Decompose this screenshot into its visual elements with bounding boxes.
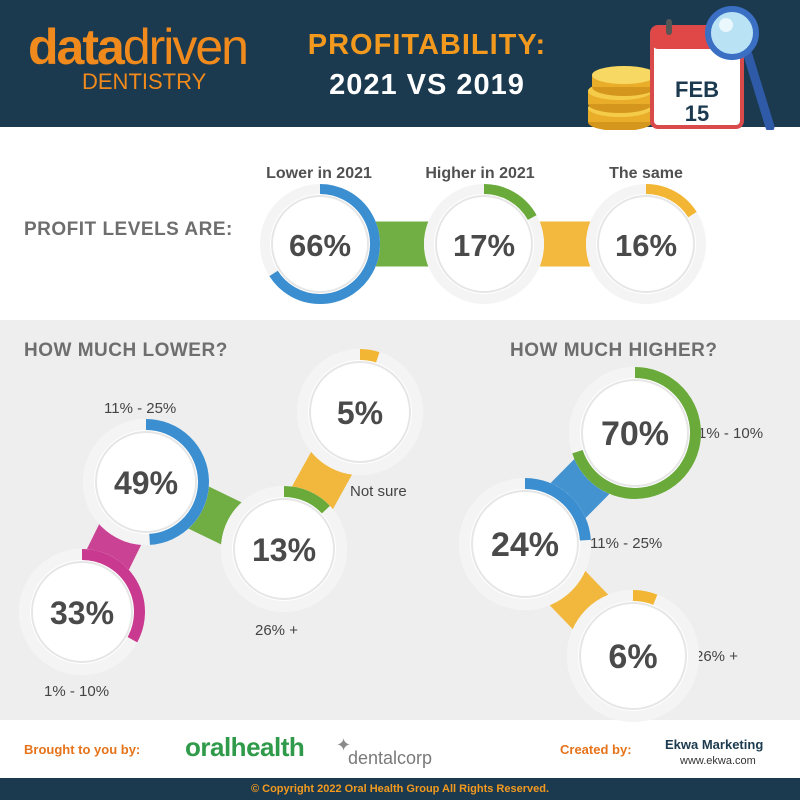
donut-arc (81, 549, 145, 643)
donut-arc (359, 349, 380, 363)
donut-value-label: 17% (453, 228, 515, 263)
label-lower-26-plus: 26% + (255, 622, 298, 639)
donut-value-label: 33% (50, 595, 114, 631)
calendar-coins-illustration: FEB 15 (588, 6, 775, 130)
donut-1-0: 49% (83, 419, 209, 545)
label-higher-26-plus: 26% + (695, 648, 738, 665)
dentalcorp-logo-icon: ✦ (336, 735, 352, 755)
logo-data: data (28, 19, 125, 75)
ekwa-url: www.ekwa.com (680, 755, 756, 767)
donut-value-label: 16% (615, 228, 677, 263)
donut-arc (483, 184, 537, 221)
copyright-bar: © Copyright 2022 Oral Health Group All R… (0, 778, 800, 800)
donut-arc (572, 367, 701, 499)
donut-arc (632, 590, 658, 605)
donut-arc (645, 184, 697, 218)
label-higher-1-10: 1% - 10% (698, 425, 764, 442)
calendar-day: 15 (685, 101, 709, 126)
donut-1-1: 5% (297, 349, 423, 475)
donut-value-label: 5% (337, 395, 383, 431)
coins-icon (588, 66, 656, 130)
footer-bar (0, 720, 800, 778)
donut-value-label: 6% (608, 638, 657, 676)
label-lower-2021: Lower in 2021 (266, 165, 372, 182)
magnifier-icon (705, 6, 775, 130)
created-by-label: Created by: (560, 742, 632, 757)
donut-0-1: 17% (424, 184, 544, 304)
label-lower-1-10: 1% - 10% (44, 683, 110, 700)
label-the-same: The same (609, 165, 683, 182)
oral-health-logo: oralhealth (185, 732, 305, 762)
donut-value-label: 66% (289, 228, 351, 263)
donut-2-2: 6% (567, 590, 699, 722)
calendar-month: FEB (675, 77, 719, 102)
donut-2-0: 70% (569, 367, 701, 499)
donut-arc (145, 419, 209, 545)
donut-value-label: 13% (252, 532, 316, 568)
profit-levels-title: PROFIT LEVELS ARE: (24, 219, 233, 240)
logo-wordmark: datadriven (28, 19, 249, 75)
donut-value-label: 70% (601, 415, 669, 453)
logo-subtitle: DENTISTRY (82, 69, 207, 94)
logo-driven: driven (122, 19, 249, 75)
donut-1-2: 13% (221, 486, 347, 612)
brought-to-you-label: Brought to you by: (24, 742, 141, 757)
page-title-line2: 2021 VS 2019 (329, 69, 525, 101)
dentalcorp-logo: dentalcorp (348, 748, 433, 768)
page-title-line1: PROFITABILITY: (307, 29, 547, 61)
donut-charts: 66% 17% 16% 49% 5% 13% 33% 70% 24% 6% (19, 184, 706, 722)
ekwa-logo: Ekwa Marketing (665, 737, 764, 752)
how-much-higher-title: HOW MUCH HIGHER? (510, 340, 718, 361)
label-higher-2021: Higher in 2021 (425, 165, 535, 182)
donut-0-0: 66% (260, 184, 380, 304)
donut-0-2: 16% (586, 184, 706, 304)
label-lower-not-sure: Not sure (350, 483, 407, 500)
label-lower-11-25: 11% - 25% (104, 400, 177, 417)
donut-arc (283, 486, 330, 514)
donut-arc (524, 478, 591, 541)
how-much-lower-title: HOW MUCH LOWER? (24, 340, 228, 361)
donut-value-label: 49% (114, 465, 178, 501)
donut-arc (269, 184, 380, 304)
donut-value-label: 24% (491, 526, 559, 564)
label-higher-11-25: 11% - 25% (590, 535, 663, 552)
donut-1-3: 33% (19, 549, 145, 675)
donut-2-1: 24% (459, 478, 591, 610)
